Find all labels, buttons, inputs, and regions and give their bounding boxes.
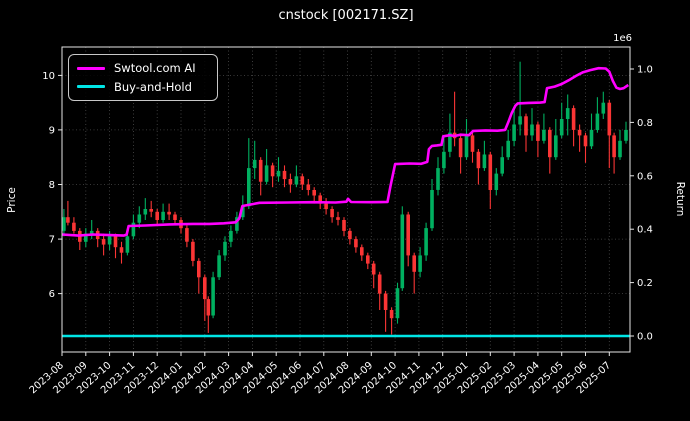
price-axis-label: Price — [6, 187, 18, 213]
ai-return-line — [61, 66, 630, 237]
legend-label-bh: Buy-and-Hold — [114, 79, 192, 94]
price-tick-label: 6 — [49, 289, 55, 300]
return-tick-label: 1.0 — [637, 65, 653, 76]
return-tick-label: 0.4 — [637, 225, 653, 236]
return-tick-label: 0.6 — [637, 171, 653, 182]
plot-border — [61, 46, 631, 353]
candlestick-series — [62, 61, 628, 335]
price-tick-label: 7 — [49, 235, 55, 246]
legend-item-bh: Buy-and-Hold — [77, 80, 209, 94]
price-tick-label: 8 — [49, 180, 55, 191]
axis-ticks: 6789100.00.20.40.60.81.02023-082023-0920… — [28, 65, 653, 397]
legend: Swtool.com AI Buy-and-Hold — [68, 54, 218, 101]
ai-line-swatch — [77, 66, 105, 70]
return-tick-label: 0.8 — [637, 118, 653, 129]
legend-label-ai: Swtool.com AI — [114, 61, 196, 76]
chart-title: cnstock [002171.SZ] — [278, 8, 414, 23]
price-tick-label: 9 — [49, 125, 55, 136]
legend-item-ai: Swtool.com AI — [77, 61, 209, 75]
return-tick-label: 0.2 — [637, 278, 653, 289]
return-axis-label: Return — [674, 182, 686, 217]
axis-multiplier-label: 1e6 — [613, 33, 632, 44]
return-tick-label: 0.0 — [637, 332, 653, 343]
price-tick-label: 10 — [42, 71, 55, 82]
bh-line-swatch — [77, 85, 105, 89]
